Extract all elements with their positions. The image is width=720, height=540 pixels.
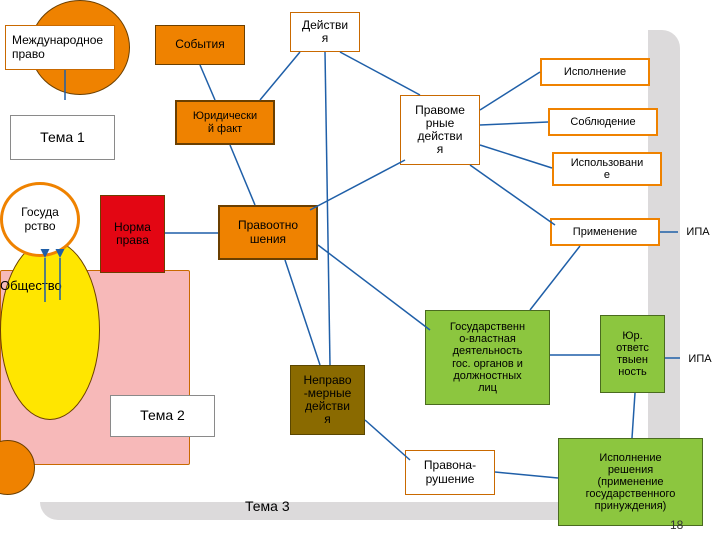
topic2-node: Тема 2 bbox=[110, 395, 215, 437]
intl-law-node: Международное право bbox=[5, 25, 115, 70]
actions-node: Действи я bbox=[290, 12, 360, 52]
lawful-actions-node: Правоме рные действи я bbox=[400, 95, 480, 165]
topic3-label: Тема 3 bbox=[245, 498, 290, 514]
ipa2-node: ИПА bbox=[680, 345, 720, 373]
society-label: Общество bbox=[0, 278, 62, 293]
page-number: 18 bbox=[670, 518, 683, 532]
unlawful-actions-node: Неправо -мерные действи я bbox=[290, 365, 365, 435]
events-node: События bbox=[155, 25, 245, 65]
offense-node: Правона- рушение bbox=[405, 450, 495, 495]
ipa1-node: ИПА bbox=[678, 218, 718, 246]
gov-activity-node: Государственн о-властная деятельность го… bbox=[425, 310, 550, 405]
liability-node: Юр. ответс твыен ность bbox=[600, 315, 665, 393]
compliance-node: Соблюдение bbox=[548, 108, 658, 136]
state-node: Госуда рство bbox=[0, 182, 80, 257]
execution-node: Исполнение bbox=[540, 58, 650, 86]
topic1-node: Тема 1 bbox=[10, 115, 115, 160]
legal-fact-node: Юридически й факт bbox=[175, 100, 275, 145]
norm-node: Норма права bbox=[100, 195, 165, 273]
enforcement-node: Исполнение решения (применение государст… bbox=[558, 438, 703, 526]
relations-node: Правоотно шения bbox=[218, 205, 318, 260]
usage-node: Использовани е bbox=[552, 152, 662, 186]
application-node: Применение bbox=[550, 218, 660, 246]
diagram-stage: Госуда рство Международное право События… bbox=[0, 0, 720, 540]
society-ellipse bbox=[0, 240, 100, 420]
